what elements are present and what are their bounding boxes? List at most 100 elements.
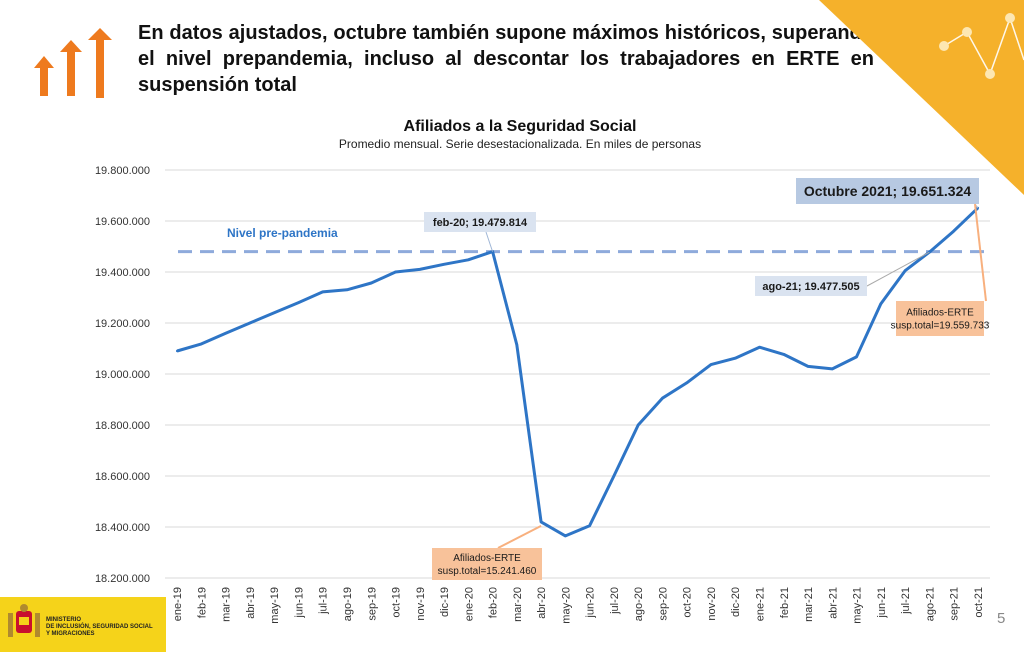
- reference-line-group: Nivel pre-pandemia: [178, 226, 990, 254]
- x-tick-label: nov-20: [706, 587, 718, 621]
- x-tick-label: ago-20: [633, 587, 645, 621]
- annotation-oct-21-box: [796, 178, 979, 204]
- pre-pandemic-label: Nivel pre-pandemia: [227, 226, 338, 240]
- data-point: [734, 356, 737, 360]
- y-tick-label: 19.000.000: [95, 369, 150, 381]
- data-point: [394, 270, 397, 274]
- x-tick-label: oct-20: [682, 587, 694, 618]
- data-point: [345, 288, 349, 292]
- annotation-erte-abr-leader: [497, 525, 542, 549]
- annotation-feb-20-text: feb-20; 19.479.814: [433, 217, 528, 229]
- annotation-ago-21-leader: [866, 251, 930, 287]
- data-point: [806, 365, 810, 368]
- data-point: [248, 321, 252, 325]
- data-point: [588, 524, 591, 527]
- x-tick-label: ene-21: [754, 587, 766, 621]
- x-tick-label: jul-20: [609, 587, 621, 615]
- y-tick-label: 19.400.000: [95, 267, 150, 279]
- chart-title: Afiliados a la Seguridad Social: [404, 118, 637, 135]
- x-tick-label: oct-19: [391, 587, 403, 618]
- coat-of-arms-icon: [8, 604, 40, 637]
- slide-headline: En datos ajustados, octubre también supo…: [138, 22, 874, 96]
- annotation-oct-21-text: Octubre 2021; 19.651.324: [804, 183, 972, 199]
- data-point: [636, 423, 640, 427]
- data-point: [297, 301, 300, 304]
- data-point: [200, 342, 203, 346]
- y-tick-label: 19.600.000: [95, 216, 150, 228]
- series-group: [175, 206, 980, 538]
- data-point: [370, 281, 373, 285]
- gridlines: [165, 169, 990, 579]
- data-point: [321, 290, 324, 294]
- annotation-erte-abr: Afiliados-ERTE susp.total=15.241.460: [432, 525, 542, 580]
- ministry-logo: MINISTERIO DE INCLUSIÓN, SEGURIDAD SOCIA…: [0, 597, 166, 652]
- data-point: [661, 397, 664, 400]
- y-tick-label: 18.200.000: [95, 573, 150, 585]
- rising-arrows-icon: [34, 28, 112, 98]
- data-point: [224, 332, 227, 335]
- x-tick-label: ago-19: [342, 587, 354, 621]
- data-point: [442, 263, 446, 266]
- y-axis-tick-labels: 18.200.000 18.400.000 18.600.000 18.800.000…: [95, 165, 150, 585]
- data-point: [782, 353, 785, 356]
- data-point: [831, 367, 834, 371]
- chart-subtitle: Promedio mensual. Serie desestacionaliza…: [339, 137, 701, 151]
- annotation-erte-oct-leader: [974, 203, 987, 302]
- data-point: [758, 346, 761, 349]
- x-tick-label: ene-20: [463, 587, 475, 621]
- x-tick-label: nov-19: [415, 587, 427, 621]
- x-tick-label: mar-19: [221, 587, 233, 622]
- data-point: [418, 268, 421, 271]
- data-point: [709, 363, 713, 366]
- annotation-erte-oct: Afiliados-ERTE susp.total=19.559.733: [891, 203, 990, 336]
- data-point: [539, 520, 543, 524]
- annotation-feb-20-box: [424, 212, 536, 232]
- x-tick-label: sep-20: [657, 587, 669, 621]
- data-point: [467, 258, 470, 261]
- series-line-afiliados: [176, 206, 979, 538]
- data-point: [879, 302, 883, 306]
- annotation-erte-oct-text: Afiliados-ERTE: [906, 308, 974, 319]
- x-tick-label: dic-19: [439, 587, 451, 617]
- x-tick-label: jun-20: [585, 587, 597, 619]
- x-tick-label: sep-19: [366, 587, 378, 621]
- data-point: [515, 343, 519, 346]
- y-tick-label: 19.800.000: [95, 165, 150, 177]
- x-tick-label: abr-20: [536, 587, 548, 619]
- x-tick-label: feb-20: [488, 587, 500, 618]
- x-tick-label: jun-19: [293, 587, 305, 619]
- annotation-feb-20-leader: [485, 231, 494, 252]
- x-tick-label: feb-19: [196, 587, 208, 618]
- x-tick-label: dic-20: [730, 587, 742, 617]
- data-point: [685, 381, 688, 385]
- x-tick-label: may-20: [560, 587, 572, 624]
- annotation-ago-21: ago-21; 19.477.505: [755, 251, 930, 296]
- annotation-ago-21-box: [755, 276, 867, 296]
- x-tick-label: mar-21: [803, 587, 815, 622]
- x-tick-label: jun-21: [876, 587, 888, 619]
- data-point: [855, 355, 858, 359]
- x-tick-label: ene-19: [172, 587, 184, 621]
- data-point: [612, 474, 616, 478]
- page-number: 5: [997, 610, 1006, 627]
- data-point: [272, 311, 276, 314]
- x-tick-label: jul-21: [900, 587, 912, 615]
- ministry-line-2: DE INCLUSIÓN, SEGURIDAD SOCIAL: [46, 624, 153, 630]
- x-tick-label: abr-19: [245, 587, 257, 619]
- x-tick-label: mar-20: [512, 587, 524, 622]
- annotation-erte-abr-box: [432, 548, 542, 580]
- x-tick-label: ago-21: [924, 587, 936, 621]
- x-tick-label: sep-21: [949, 587, 961, 621]
- annotations-group: feb-20; 19.479.814 Octubre 2021; 19.651.3…: [424, 178, 990, 580]
- ministry-name: MINISTERIO DE INCLUSIÓN, SEGURIDAD SOCIA…: [46, 617, 153, 638]
- annotation-feb-20: feb-20; 19.479.814: [424, 212, 536, 252]
- x-tick-label: feb-21: [779, 587, 791, 618]
- data-point: [175, 349, 179, 353]
- x-axis-tick-labels: ene-19 feb-19 mar-19 abr-19 may-19 jun-19 jul-…: [172, 587, 985, 624]
- data-point: [952, 230, 955, 233]
- data-point: [564, 534, 567, 538]
- data-point: [903, 269, 907, 272]
- x-tick-label: abr-21: [827, 587, 839, 619]
- annotation-oct-21: Octubre 2021; 19.651.324: [796, 178, 979, 209]
- x-tick-label: jul-19: [318, 587, 330, 615]
